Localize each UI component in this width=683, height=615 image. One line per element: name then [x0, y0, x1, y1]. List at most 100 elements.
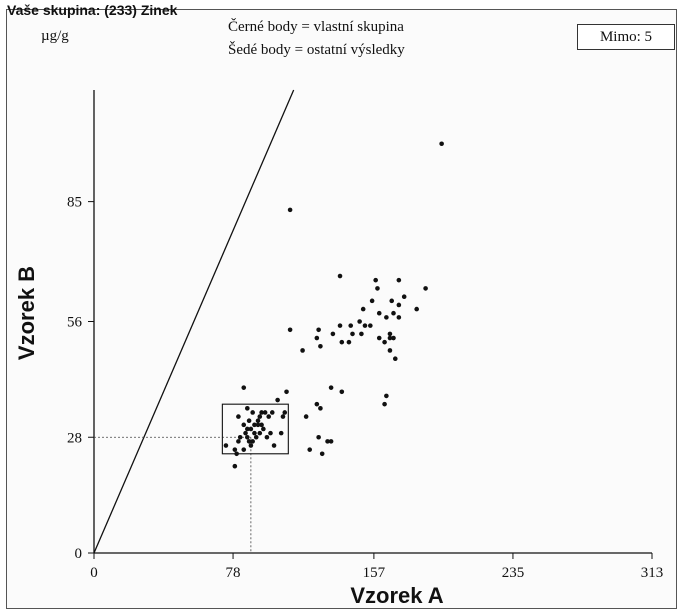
scatter-point — [369, 298, 375, 304]
y-tick-label: 0 — [75, 546, 83, 562]
scatter-point — [223, 443, 229, 448]
scatter-point — [316, 434, 321, 440]
scatter-point — [268, 430, 273, 436]
scatter-point — [387, 348, 393, 353]
scatter-point — [259, 422, 264, 428]
scatter-point — [300, 348, 305, 353]
scatter-point — [246, 439, 252, 444]
scatter-point — [282, 410, 288, 415]
scatter-point — [237, 434, 243, 440]
scatter-point — [250, 439, 255, 444]
unit-label: µg/g — [41, 28, 69, 44]
outside-count-box: Mimo: 5 — [577, 24, 675, 50]
scatter-point — [255, 422, 261, 428]
scatter-point — [314, 335, 320, 341]
scatter-point — [234, 451, 239, 457]
scatter-point — [307, 447, 313, 452]
scatter-point — [389, 298, 395, 304]
legend-own-group: Černé body = vlastní skupina — [228, 18, 404, 35]
scatter-point — [241, 447, 247, 452]
scatter-point — [391, 335, 396, 341]
scatter-point — [362, 323, 368, 328]
scatter-point — [266, 414, 272, 419]
scatter-point — [396, 315, 402, 320]
scatter-point — [245, 406, 250, 411]
scatter-point — [319, 451, 325, 457]
scatter-point — [396, 302, 402, 308]
scatter-point — [391, 310, 396, 316]
outside-count-label: Mimo: 5 — [599, 28, 653, 45]
y-axis-title: Vzorek B — [14, 266, 39, 360]
scatter-point — [376, 335, 382, 341]
scatter-point — [346, 339, 352, 345]
scatter-point — [384, 393, 389, 399]
scatter-point — [271, 443, 277, 448]
chart-header: Vaše skupina: (233) Zinek — [7, 2, 178, 18]
scatter-point — [401, 294, 407, 299]
y-tick-label: 85 — [67, 195, 82, 211]
scatter-point — [337, 323, 343, 328]
scatter-point — [241, 422, 247, 428]
scatter-point — [236, 439, 241, 444]
scatter-point — [328, 439, 334, 444]
scatter-point — [275, 397, 280, 403]
x-tick-label: 313 — [641, 565, 664, 581]
scatter-point — [250, 410, 255, 415]
scatter-point — [232, 447, 238, 452]
scatter-point — [303, 414, 309, 419]
scatter-point — [252, 422, 257, 428]
scatter-point — [318, 406, 323, 411]
scatter-point — [314, 401, 320, 407]
scatter-point — [262, 410, 268, 415]
y-tick-label: 28 — [67, 430, 82, 446]
scatter-point — [350, 331, 355, 337]
scatter-point — [287, 207, 293, 213]
group-box — [221, 403, 289, 455]
scatter-point — [257, 430, 263, 436]
scatter-point — [376, 310, 382, 316]
scatter-point — [387, 335, 393, 341]
scatter-point — [287, 327, 293, 333]
scatter-point — [414, 306, 419, 312]
scatter-point — [382, 401, 387, 407]
scatter-point — [259, 410, 264, 415]
diagonal-line — [93, 89, 295, 554]
legend-other-results: Šedé body = ostatní výsledky — [228, 41, 405, 58]
x-axis-title: Vzorek A — [350, 583, 443, 608]
scatter-point — [348, 323, 354, 328]
x-tick-label: 0 — [90, 565, 98, 581]
scatter-point — [384, 315, 389, 320]
scatter-point — [278, 430, 284, 436]
scatter-point — [232, 463, 238, 469]
scatter-point — [253, 434, 259, 440]
scatter-point — [439, 141, 444, 147]
x-tick-label: 157 — [363, 565, 386, 581]
scatter-point — [236, 414, 241, 419]
scatter-point — [257, 414, 263, 419]
scatter-point — [330, 331, 336, 337]
scatter-point — [264, 434, 270, 440]
scatter-point — [359, 331, 364, 337]
scatter-point — [243, 430, 248, 436]
scatter-point — [318, 344, 323, 349]
scatter-point — [245, 426, 250, 432]
scatter-chart: µg/g Černé body = vlastní skupina Šedé b… — [14, 18, 664, 608]
scatter-point — [261, 426, 266, 432]
scatter-point — [360, 306, 366, 312]
scatter-point — [375, 286, 380, 291]
scatter-point — [316, 327, 321, 333]
scatter-point — [337, 273, 343, 279]
scatter-point — [328, 385, 334, 390]
scatter-point — [325, 439, 330, 444]
x-tick-label: 235 — [502, 565, 525, 581]
scatter-point — [392, 356, 398, 362]
scatter-point — [245, 434, 250, 440]
scatter-point — [339, 389, 345, 395]
chart-frame: Vaše skupina: (233) Zinek µg/g Černé bod… — [6, 2, 677, 609]
y-tick-label: 56 — [67, 315, 83, 331]
x-tick-label: 78 — [226, 565, 241, 581]
scatter-point — [269, 410, 275, 415]
scatter-point — [280, 414, 286, 419]
scatter-point — [252, 430, 257, 436]
scatter-point — [241, 385, 247, 390]
